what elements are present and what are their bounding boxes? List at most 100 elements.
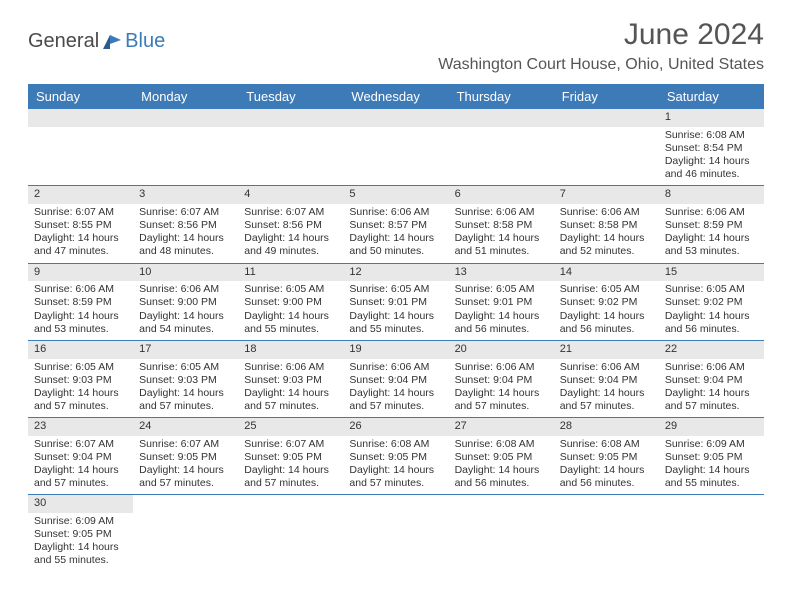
day-number: 28 <box>554 418 659 436</box>
day-content: Sunrise: 6:05 AMSunset: 9:01 PMDaylight:… <box>343 281 448 340</box>
day-content: Sunrise: 6:06 AMSunset: 9:04 PMDaylight:… <box>554 359 659 418</box>
day-content: Sunrise: 6:07 AMSunset: 8:55 PMDaylight:… <box>28 204 133 263</box>
calendar-cell <box>238 109 343 186</box>
month-title: June 2024 <box>438 18 764 52</box>
day-content: Sunrise: 6:08 AMSunset: 9:05 PMDaylight:… <box>449 436 554 495</box>
day-line-d2: and 57 minutes. <box>34 477 127 490</box>
day-line-sunrise: Sunrise: 6:05 AM <box>244 283 337 296</box>
day-line-sunset: Sunset: 9:05 PM <box>665 451 758 464</box>
calendar-cell <box>659 495 764 572</box>
day-line-d1: Daylight: 14 hours <box>139 464 232 477</box>
calendar-cell: 30Sunrise: 6:09 AMSunset: 9:05 PMDayligh… <box>28 495 133 572</box>
calendar-cell: 13Sunrise: 6:05 AMSunset: 9:01 PMDayligh… <box>449 263 554 340</box>
day-line-sunset: Sunset: 8:57 PM <box>349 219 442 232</box>
calendar-cell: 28Sunrise: 6:08 AMSunset: 9:05 PMDayligh… <box>554 418 659 495</box>
day-line-sunset: Sunset: 8:54 PM <box>665 142 758 155</box>
day-line-sunset: Sunset: 9:05 PM <box>560 451 653 464</box>
day-line-sunset: Sunset: 9:01 PM <box>455 296 548 309</box>
day-line-sunrise: Sunrise: 6:05 AM <box>34 361 127 374</box>
calendar-cell: 18Sunrise: 6:06 AMSunset: 9:03 PMDayligh… <box>238 340 343 417</box>
day-content: Sunrise: 6:09 AMSunset: 9:05 PMDaylight:… <box>28 513 133 572</box>
day-content: Sunrise: 6:05 AMSunset: 9:02 PMDaylight:… <box>554 281 659 340</box>
day-line-sunset: Sunset: 9:03 PM <box>244 374 337 387</box>
day-line-d2: and 55 minutes. <box>349 323 442 336</box>
day-number: 1 <box>659 109 764 127</box>
day-line-d1: Daylight: 14 hours <box>34 232 127 245</box>
day-line-sunrise: Sunrise: 6:06 AM <box>139 283 232 296</box>
empty-day-bar <box>554 109 659 127</box>
day-content: Sunrise: 6:07 AMSunset: 9:05 PMDaylight:… <box>238 436 343 495</box>
day-line-sunrise: Sunrise: 6:08 AM <box>455 438 548 451</box>
day-content: Sunrise: 6:06 AMSunset: 9:04 PMDaylight:… <box>659 359 764 418</box>
day-content: Sunrise: 6:05 AMSunset: 9:03 PMDaylight:… <box>28 359 133 418</box>
calendar-cell: 7Sunrise: 6:06 AMSunset: 8:58 PMDaylight… <box>554 186 659 263</box>
day-number: 8 <box>659 186 764 204</box>
calendar-cell: 25Sunrise: 6:07 AMSunset: 9:05 PMDayligh… <box>238 418 343 495</box>
day-line-d1: Daylight: 14 hours <box>244 464 337 477</box>
day-line-sunset: Sunset: 9:03 PM <box>139 374 232 387</box>
day-line-d1: Daylight: 14 hours <box>139 310 232 323</box>
day-line-d2: and 57 minutes. <box>139 400 232 413</box>
day-number: 26 <box>343 418 448 436</box>
day-line-sunrise: Sunrise: 6:06 AM <box>455 361 548 374</box>
day-content: Sunrise: 6:05 AMSunset: 9:02 PMDaylight:… <box>659 281 764 340</box>
day-line-d2: and 56 minutes. <box>455 323 548 336</box>
day-line-d1: Daylight: 14 hours <box>34 464 127 477</box>
day-line-sunrise: Sunrise: 6:06 AM <box>244 361 337 374</box>
day-line-sunset: Sunset: 8:56 PM <box>244 219 337 232</box>
day-content: Sunrise: 6:08 AMSunset: 9:05 PMDaylight:… <box>554 436 659 495</box>
day-line-sunset: Sunset: 8:56 PM <box>139 219 232 232</box>
day-line-d2: and 57 minutes. <box>560 400 653 413</box>
day-line-d2: and 49 minutes. <box>244 245 337 258</box>
day-line-d2: and 50 minutes. <box>349 245 442 258</box>
day-line-d2: and 53 minutes. <box>34 323 127 336</box>
day-number: 6 <box>449 186 554 204</box>
day-number: 20 <box>449 341 554 359</box>
day-line-d1: Daylight: 14 hours <box>455 310 548 323</box>
day-line-sunset: Sunset: 9:02 PM <box>560 296 653 309</box>
day-content: Sunrise: 6:06 AMSunset: 8:59 PMDaylight:… <box>659 204 764 263</box>
day-line-sunrise: Sunrise: 6:06 AM <box>34 283 127 296</box>
calendar-cell: 9Sunrise: 6:06 AMSunset: 8:59 PMDaylight… <box>28 263 133 340</box>
calendar-cell <box>343 109 448 186</box>
calendar-cell: 23Sunrise: 6:07 AMSunset: 9:04 PMDayligh… <box>28 418 133 495</box>
day-line-sunset: Sunset: 8:59 PM <box>665 219 758 232</box>
day-line-d1: Daylight: 14 hours <box>349 387 442 400</box>
day-number: 5 <box>343 186 448 204</box>
title-block: June 2024 Washington Court House, Ohio, … <box>438 18 764 74</box>
day-content: Sunrise: 6:06 AMSunset: 8:57 PMDaylight:… <box>343 204 448 263</box>
day-content: Sunrise: 6:05 AMSunset: 9:01 PMDaylight:… <box>449 281 554 340</box>
calendar-cell: 19Sunrise: 6:06 AMSunset: 9:04 PMDayligh… <box>343 340 448 417</box>
day-number: 16 <box>28 341 133 359</box>
day-content: Sunrise: 6:07 AMSunset: 9:05 PMDaylight:… <box>133 436 238 495</box>
day-line-d1: Daylight: 14 hours <box>665 310 758 323</box>
day-content: Sunrise: 6:09 AMSunset: 9:05 PMDaylight:… <box>659 436 764 495</box>
calendar-cell: 22Sunrise: 6:06 AMSunset: 9:04 PMDayligh… <box>659 340 764 417</box>
day-line-d1: Daylight: 14 hours <box>244 232 337 245</box>
calendar-cell <box>554 109 659 186</box>
calendar-cell: 12Sunrise: 6:05 AMSunset: 9:01 PMDayligh… <box>343 263 448 340</box>
day-line-d2: and 57 minutes. <box>665 400 758 413</box>
day-line-d2: and 57 minutes. <box>349 477 442 490</box>
day-header: Friday <box>554 84 659 109</box>
calendar-table: SundayMondayTuesdayWednesdayThursdayFrid… <box>28 84 764 572</box>
day-line-sunrise: Sunrise: 6:07 AM <box>244 206 337 219</box>
location: Washington Court House, Ohio, United Sta… <box>438 56 764 74</box>
day-line-d1: Daylight: 14 hours <box>349 232 442 245</box>
day-line-d2: and 56 minutes. <box>665 323 758 336</box>
day-content: Sunrise: 6:06 AMSunset: 9:04 PMDaylight:… <box>343 359 448 418</box>
day-line-sunrise: Sunrise: 6:08 AM <box>560 438 653 451</box>
day-line-sunrise: Sunrise: 6:05 AM <box>560 283 653 296</box>
day-number: 24 <box>133 418 238 436</box>
day-content: Sunrise: 6:06 AMSunset: 8:59 PMDaylight:… <box>28 281 133 340</box>
day-line-sunrise: Sunrise: 6:09 AM <box>34 515 127 528</box>
day-line-sunrise: Sunrise: 6:07 AM <box>139 438 232 451</box>
calendar-cell: 27Sunrise: 6:08 AMSunset: 9:05 PMDayligh… <box>449 418 554 495</box>
day-number: 14 <box>554 264 659 282</box>
day-number: 22 <box>659 341 764 359</box>
day-line-sunrise: Sunrise: 6:07 AM <box>34 206 127 219</box>
day-line-sunset: Sunset: 9:05 PM <box>34 528 127 541</box>
day-header: Sunday <box>28 84 133 109</box>
day-line-sunset: Sunset: 9:04 PM <box>349 374 442 387</box>
day-content: Sunrise: 6:07 AMSunset: 9:04 PMDaylight:… <box>28 436 133 495</box>
